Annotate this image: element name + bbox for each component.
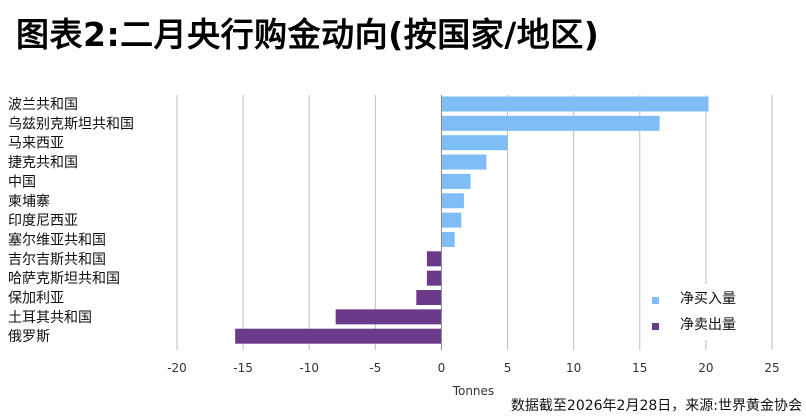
category-label: 保加利亚 — [8, 291, 64, 307]
bar — [235, 328, 442, 344]
bar — [441, 212, 462, 228]
category-label: 柬埔寨 — [8, 193, 50, 210]
bar — [441, 154, 487, 170]
x-tick-label: 20 — [698, 361, 713, 375]
bar — [441, 96, 709, 112]
category-label: 捷克共和国 — [8, 155, 78, 171]
category-label: 马来西亚 — [8, 136, 64, 152]
legend-swatch-sell — [652, 323, 659, 330]
category-label: 吉尔吉斯共和国 — [8, 252, 106, 268]
bar — [426, 251, 442, 267]
category-label: 哈萨克斯坦共和国 — [8, 271, 120, 287]
x-tick-label: 10 — [566, 361, 581, 375]
x-axis-label: Tonnes — [452, 384, 494, 398]
x-tick-label: -5 — [369, 361, 381, 375]
category-label: 印度尼西亚 — [8, 213, 78, 229]
chart-legend: 净买入量 净卖出量 — [648, 284, 756, 340]
category-label: 土耳其共和国 — [8, 310, 92, 326]
legend-swatch-buy — [652, 297, 659, 304]
legend-label-sell: 净卖出量 — [680, 317, 736, 333]
bar — [441, 135, 508, 151]
bar — [441, 173, 471, 189]
category-label: 中国 — [8, 174, 36, 190]
bar — [426, 270, 442, 286]
x-tick-label: -10 — [299, 361, 319, 375]
chart-title: 图表2:二月央行购金动向(按国家/地区) — [16, 15, 600, 54]
bar — [441, 231, 455, 247]
category-label: 波兰共和国 — [8, 97, 78, 113]
x-tick-label: 5 — [504, 361, 512, 375]
bar — [416, 290, 442, 305]
x-tick-label: 25 — [764, 361, 779, 375]
x-tick-label: 15 — [632, 361, 647, 375]
bar — [441, 115, 660, 131]
category-label: 塞尔维亚共和国 — [8, 231, 106, 248]
legend-label-buy: 净买入量 — [680, 291, 736, 307]
x-tick-label: -20 — [167, 361, 187, 375]
bar — [441, 193, 464, 209]
x-tick-label: 0 — [438, 361, 446, 375]
source-footnote: 数据截至2026年2月28日，来源:世界黄金协会 — [510, 398, 802, 414]
category-label: 乌兹别克斯坦共和国 — [8, 116, 134, 132]
bar — [335, 309, 442, 325]
x-tick-label: -15 — [233, 361, 253, 375]
category-label: 俄罗斯 — [8, 329, 50, 345]
